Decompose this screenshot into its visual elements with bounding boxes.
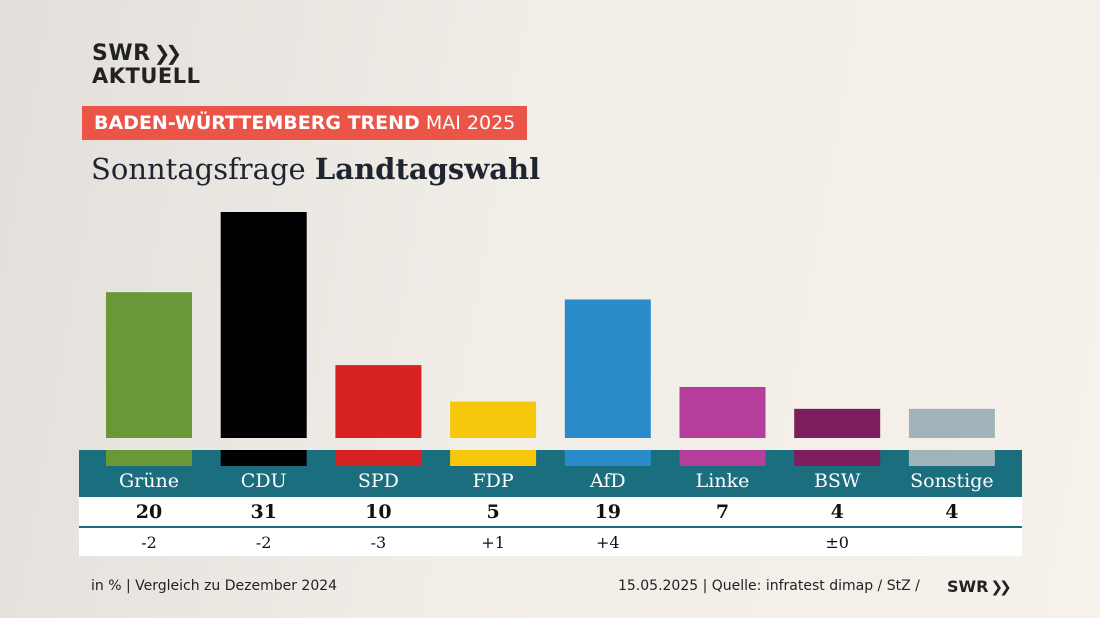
footer-logo-text: SWR	[947, 577, 989, 596]
value-label-1: 31	[250, 501, 276, 523]
banner-date: MAI 2025	[425, 112, 516, 134]
page-title: Sonntagsfrage Landtagswahl	[91, 152, 540, 186]
bar-4	[564, 299, 651, 438]
bar-2	[335, 365, 422, 438]
category-label-6: BSW	[814, 470, 861, 492]
category-label-0: Grüne	[119, 470, 179, 492]
bar-strip-6	[794, 450, 881, 466]
change-label-0: -2	[141, 533, 157, 552]
bar-strip-4	[564, 450, 651, 466]
footer-swr-logo: SWR ❯❯	[947, 577, 1012, 596]
banner-title: BADEN-WÜRTTEMBERG TREND	[94, 112, 420, 134]
change-label-2: -3	[371, 533, 387, 552]
logo-arrows-icon: ❯❯	[153, 41, 182, 65]
value-label-0: 20	[136, 501, 162, 523]
value-label-7: 4	[945, 501, 958, 523]
change-label-1: -2	[256, 533, 272, 552]
value-label-3: 5	[486, 501, 499, 523]
bar-strip-0	[106, 450, 192, 466]
footer-note: in % | Vergleich zu Dezember 2024	[91, 578, 338, 594]
bar-strip-1	[220, 450, 307, 466]
swr-aktuell-logo: SWR ❯❯ AKTUELL	[92, 42, 201, 87]
bar-5	[679, 386, 766, 438]
change-label-4: +4	[596, 533, 620, 552]
logo-line2: AKTUELL	[92, 64, 201, 88]
category-label-1: CDU	[241, 470, 287, 492]
trend-banner: BADEN-WÜRTTEMBERG TREND MAI 2025	[82, 106, 528, 140]
category-label-2: SPD	[358, 470, 399, 492]
bar-1	[220, 212, 307, 438]
change-label-3: +1	[481, 533, 505, 552]
bar-6	[794, 408, 881, 438]
bar-7	[908, 408, 995, 438]
footer-source: 15.05.2025 | Quelle: infratest dimap / S…	[618, 578, 920, 594]
category-label-7: Sonstige	[910, 470, 994, 492]
bar-strip-5	[679, 450, 766, 466]
value-label-2: 10	[365, 501, 391, 523]
bar-3	[450, 401, 537, 438]
footer-logo-arrows-icon: ❯❯	[990, 578, 1012, 596]
title-bold: Landtagswahl	[314, 152, 541, 186]
change-label-6: ±0	[825, 533, 849, 552]
category-label-3: FDP	[472, 470, 513, 492]
bar-strip-7	[908, 450, 995, 466]
value-label-4: 19	[595, 501, 621, 523]
bar-0	[106, 292, 192, 438]
category-label-5: Linke	[696, 470, 750, 492]
value-label-5: 7	[716, 501, 729, 523]
bar-strip-3	[450, 450, 537, 466]
logo-line1: SWR	[92, 41, 151, 66]
value-label-6: 4	[831, 501, 844, 523]
category-band	[79, 450, 1022, 497]
bar-strip-2	[335, 450, 422, 466]
title-normal: Sonntagsfrage	[91, 152, 306, 186]
category-label-4: AfD	[589, 470, 626, 492]
